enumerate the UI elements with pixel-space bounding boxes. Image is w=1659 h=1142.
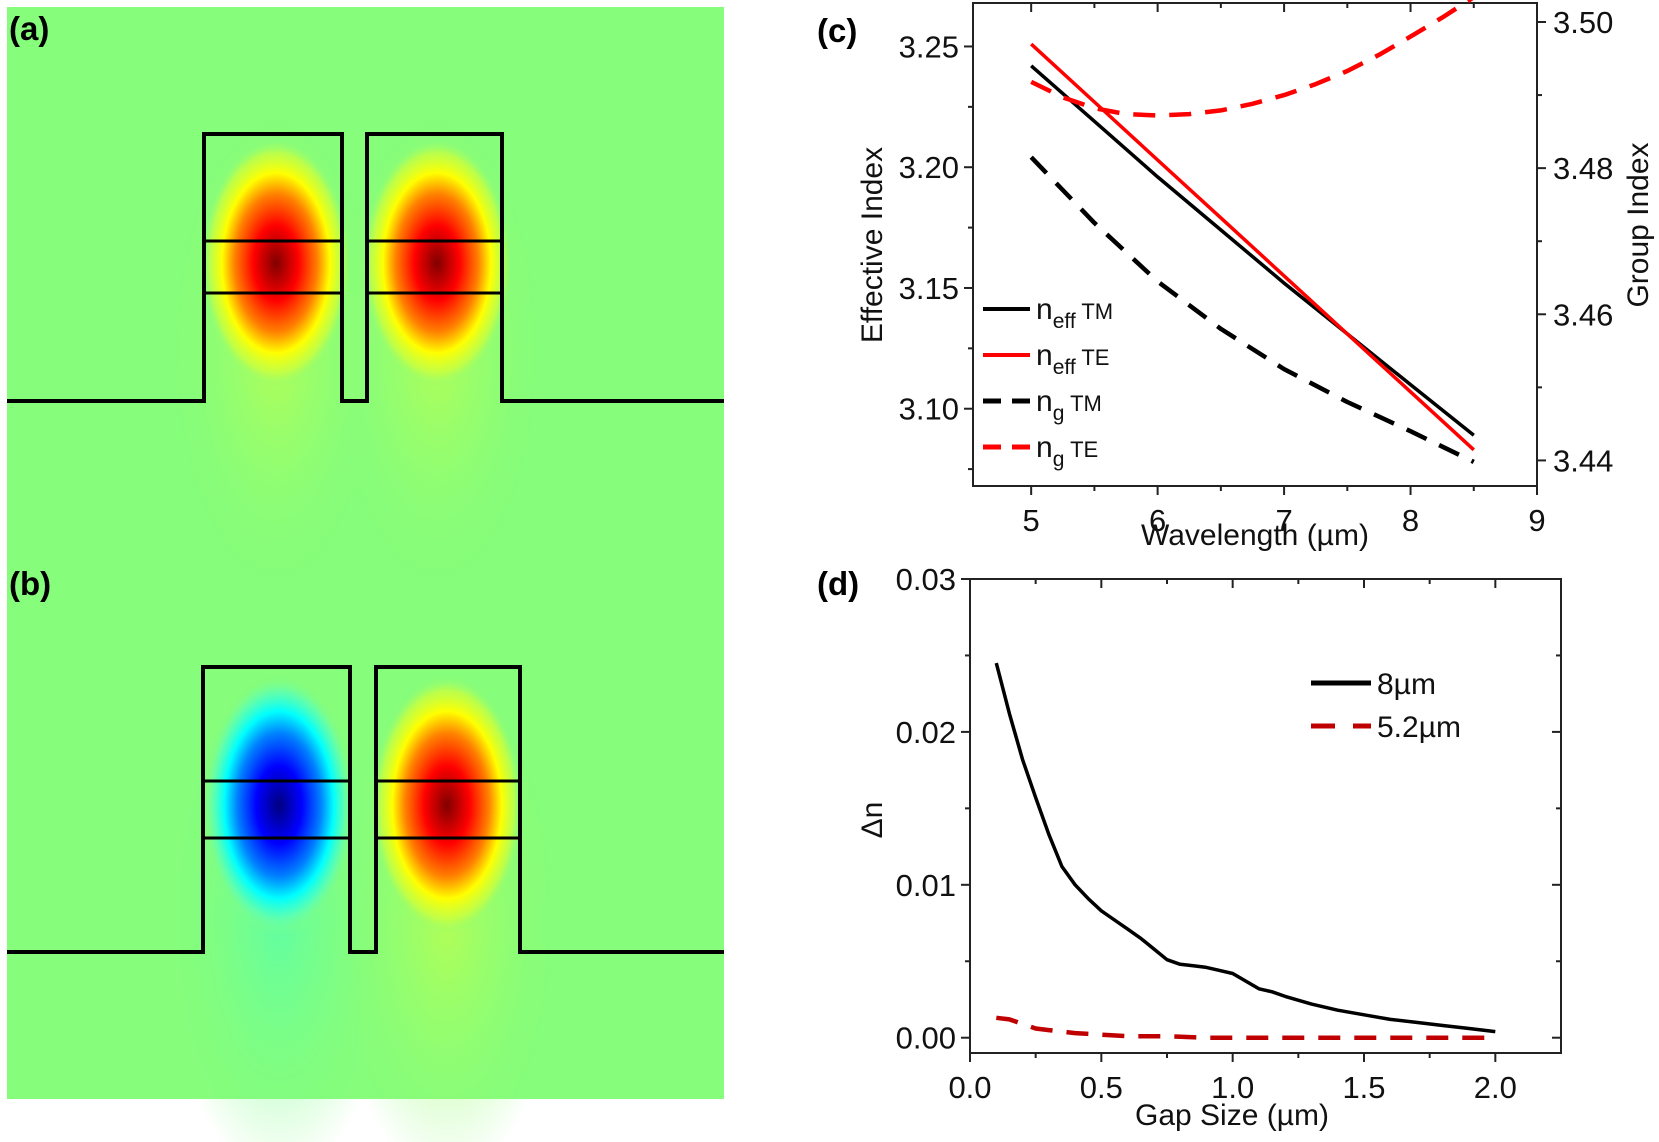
x-tick-label: 0.5 — [1080, 1070, 1123, 1105]
panel-b: (b) — [7, 565, 724, 1142]
x-tick-label: 8 — [1402, 503, 1419, 538]
legend-label-main: n — [1036, 293, 1053, 326]
panel-label-d: (d) — [817, 565, 859, 602]
x-tick-label: 1.0 — [1211, 1070, 1254, 1105]
y2-tick-label: 3.48 — [1553, 151, 1613, 186]
panel-label-b: (b) — [9, 565, 51, 602]
x-tick-label: 7 — [1275, 503, 1292, 538]
x-tick-label: 6 — [1149, 503, 1166, 538]
ticks-c: 5 6 7 8 9 3.10 3.15 3.20 3.25 3.44 3.46 3.48 3.50 — [899, 3, 1613, 538]
legend-d: 8µm 5.2µm — [1311, 668, 1461, 744]
legend-label: 8µm — [1377, 668, 1436, 701]
legend-label-sub: eff — [1053, 356, 1076, 379]
panel-label-a: (a) — [9, 10, 49, 47]
legend-label-main: n — [1036, 431, 1053, 464]
series-line-ng-tm — [1029, 155, 1475, 464]
series-line-neff-tm — [1030, 64, 1475, 437]
x-axis-title-c: Wavelength (µm) — [1141, 519, 1369, 552]
plot-frame-c — [972, 2, 1538, 487]
legend-label-main: n — [1036, 385, 1053, 418]
series-line-8-m — [994, 662, 1496, 1034]
panel-a: (a) — [7, 10, 724, 600]
waveguide-outline-b — [7, 665, 724, 954]
y2-tick-label: 3.50 — [1553, 5, 1613, 40]
legend-label: ng TM — [1036, 385, 1102, 425]
x-axis-title-d: Gap Size (µm) — [1135, 1099, 1329, 1132]
field-lobe-left-a — [201, 138, 351, 388]
y-tick-label: 3.10 — [899, 392, 959, 427]
y-axis-title-c: Effective Index — [856, 147, 889, 343]
y-tick-label: 0.01 — [896, 868, 956, 903]
x-tick-label: 5 — [1023, 503, 1040, 538]
x-tick-label: 1.5 — [1342, 1070, 1385, 1105]
y2-tick-label: 3.44 — [1553, 443, 1613, 478]
x-tick-label: 0.0 — [948, 1070, 991, 1105]
waveguide-outline-a — [7, 132, 724, 403]
y-axis-title-d: Δn — [856, 802, 889, 839]
field-lobe-right-a — [362, 138, 512, 388]
series-line-ng-te — [1030, 0, 1474, 118]
field-lobe-left-b — [203, 675, 355, 935]
field-maps: (a) (b) — [7, 7, 724, 1142]
panel-label-c: (c) — [817, 12, 857, 49]
legend-label: 5.2µm — [1377, 711, 1461, 744]
y-tick-label: 0.03 — [896, 562, 956, 597]
legend-label-sub: g — [1053, 402, 1065, 425]
series-line-5-2-m — [996, 1015, 1496, 1040]
y2-tick-label: 3.46 — [1553, 297, 1613, 332]
legend-label: ng TE — [1036, 431, 1098, 471]
plot-frame-d — [969, 578, 1562, 1054]
series-d — [994, 662, 1496, 1040]
field-lobe-right-b — [371, 675, 523, 935]
ticks-d: 0.0 0.5 1.0 1.5 2.0 0.00 0.01 0.02 0.03 — [896, 562, 1561, 1105]
y-tick-label: 3.15 — [899, 271, 959, 306]
legend-label-suffix: TM — [1076, 299, 1113, 324]
x-tick-label: 2.0 — [1474, 1070, 1517, 1105]
y-tick-label: 0.02 — [896, 715, 956, 750]
legend-label-sub: eff — [1053, 310, 1076, 333]
legend-label-suffix: TE — [1064, 437, 1098, 462]
chart-d: (d) 0.0 0.5 1.0 1.5 2.0 0.00 0.01 0.02 0.03 8µm 5… — [817, 562, 1562, 1132]
legend-label-sub: g — [1053, 448, 1065, 471]
y-tick-label: 3.20 — [899, 150, 959, 185]
y-tick-label: 3.25 — [899, 29, 959, 64]
legend-label: neff TE — [1036, 339, 1109, 379]
legend-label: neff TM — [1036, 293, 1113, 333]
y-tick-label: 0.00 — [896, 1021, 956, 1056]
legend-label-main: n — [1036, 339, 1053, 372]
chart-c: (c) 5 6 7 8 9 3.10 3.15 3.20 3.25 3.44 3.46 3.48 3.5… — [817, 0, 1655, 552]
legend-label-suffix: TM — [1064, 391, 1101, 416]
y2-axis-title-c: Group Index — [1622, 142, 1655, 307]
series-c — [1029, 0, 1475, 464]
x-tick-label: 9 — [1528, 503, 1545, 538]
legend-label-suffix: TE — [1076, 345, 1110, 370]
